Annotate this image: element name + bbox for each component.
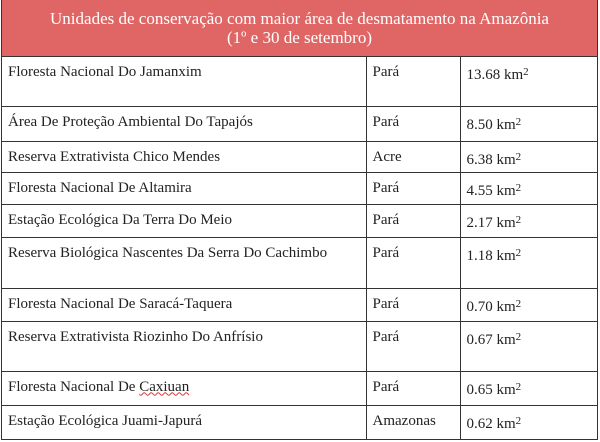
data-table: Floresta Nacional Do Jamanxim Pará 13.68 k… — [2, 57, 597, 440]
unit-state: Pará — [365, 57, 461, 107]
table-header: Unidades de conservação com maior área d… — [2, 0, 597, 57]
unit-name: Floresta Nacional Do Jamanxim — [2, 57, 367, 107]
area-value: 0.65 km — [466, 381, 516, 398]
unit-area: 0.62 km2 — [459, 404, 597, 440]
unit-name: Floresta Nacional De Saracá-Taquera — [2, 287, 367, 322]
unit-area: 0.67 km2 — [459, 320, 597, 372]
area-unit-superscript: 2 — [515, 414, 522, 427]
unit-area: 13.68 km2 — [459, 57, 597, 107]
table-row: Floresta Nacional De Saracá-Taquera Pará 0… — [2, 287, 597, 322]
unit-state: Pará — [365, 105, 461, 142]
unit-name: Estação Ecológica Juami-Japurá — [2, 404, 367, 440]
area-unit-superscript: 2 — [515, 150, 522, 163]
unit-state: Pará — [365, 203, 461, 238]
unit-state: Pará — [365, 320, 461, 372]
unit-state: Amazonas — [365, 404, 461, 440]
unit-area: 0.70 km2 — [459, 287, 597, 322]
area-value: 6.38 km — [466, 151, 516, 168]
area-value: 0.67 km — [466, 331, 516, 348]
area-value: 13.68 km — [466, 67, 524, 83]
unit-area: 1.18 km2 — [459, 236, 597, 289]
table-row: Reserva Extrativista Riozinho Do Anfrísi… — [2, 320, 597, 372]
table-row: Estação Ecológica Da Terra Do Meio Pará 2.… — [2, 203, 597, 238]
unit-name: Estação Ecológica Da Terra Do Meio — [2, 203, 367, 238]
table-row: Reserva Biológica Nascentes Da Serra Do … — [2, 236, 597, 289]
unit-area: 4.55 km2 — [459, 171, 597, 205]
unit-name: Floresta Nacional De Altamira — [2, 171, 367, 205]
area-value: 1.18 km — [466, 247, 516, 264]
unit-state: Pará — [365, 287, 461, 322]
unit-name: Área De Proteção Ambiental Do Tapajós — [2, 105, 367, 142]
header-title: Unidades de conservação com maior área d… — [50, 9, 549, 28]
table-row: Floresta Nacional De Caxiuan Pará 0.65 km2 — [2, 370, 597, 406]
area-unit-superscript: 2 — [515, 115, 522, 128]
unit-name: Floresta Nacional De Caxiuan — [2, 370, 367, 406]
area-unit-superscript: 2 — [515, 181, 522, 194]
unit-area: 2.17 km2 — [459, 203, 597, 238]
area-value: 0.62 km — [466, 415, 516, 432]
table-row: Reserva Extrativista Chico Mendes Acre 6.3… — [2, 140, 597, 173]
unit-state: Pará — [365, 370, 461, 406]
unit-name: Reserva Biológica Nascentes Da Serra Do … — [2, 236, 367, 289]
area-unit-superscript: 2 — [515, 246, 522, 259]
unit-area: 8.50 km2 — [459, 105, 597, 142]
unit-name: Reserva Extrativista Riozinho Do Anfrísi… — [2, 320, 367, 372]
area-unit-superscript: 2 — [515, 213, 522, 226]
unit-state: Pará — [365, 171, 461, 205]
header-subtitle: (1º e 30 de setembro) — [227, 28, 372, 47]
unit-name: Reserva Extrativista Chico Mendes — [2, 140, 367, 173]
misspelled-word: Caxiuan — [139, 378, 190, 395]
table-row: Floresta Nacional Do Jamanxim Pará 13.68 k… — [2, 57, 597, 107]
unit-area: 6.38 km2 — [459, 140, 597, 173]
area-value: 2.17 km — [466, 214, 516, 231]
area-unit-superscript: 2 — [515, 297, 522, 310]
area-value: 4.55 km — [466, 182, 516, 199]
area-unit-superscript: 2 — [515, 330, 522, 343]
area-unit-superscript: 2 — [523, 66, 529, 78]
area-value: 8.50 km — [466, 116, 516, 133]
unit-state: Pará — [365, 236, 461, 289]
unit-name-prefix: Floresta Nacional De — [8, 378, 140, 395]
area-unit-superscript: 2 — [515, 380, 522, 393]
unit-state: Acre — [365, 140, 461, 173]
table-row: Estação Ecológica Juami-Japurá Amazonas 0.… — [2, 404, 597, 440]
unit-area: 0.65 km2 — [459, 370, 597, 406]
table-row: Floresta Nacional De Altamira Pará 4.55 km… — [2, 171, 597, 205]
area-value: 0.70 km — [466, 298, 516, 315]
table-row: Área De Proteção Ambiental Do Tapajós Par… — [2, 105, 597, 142]
